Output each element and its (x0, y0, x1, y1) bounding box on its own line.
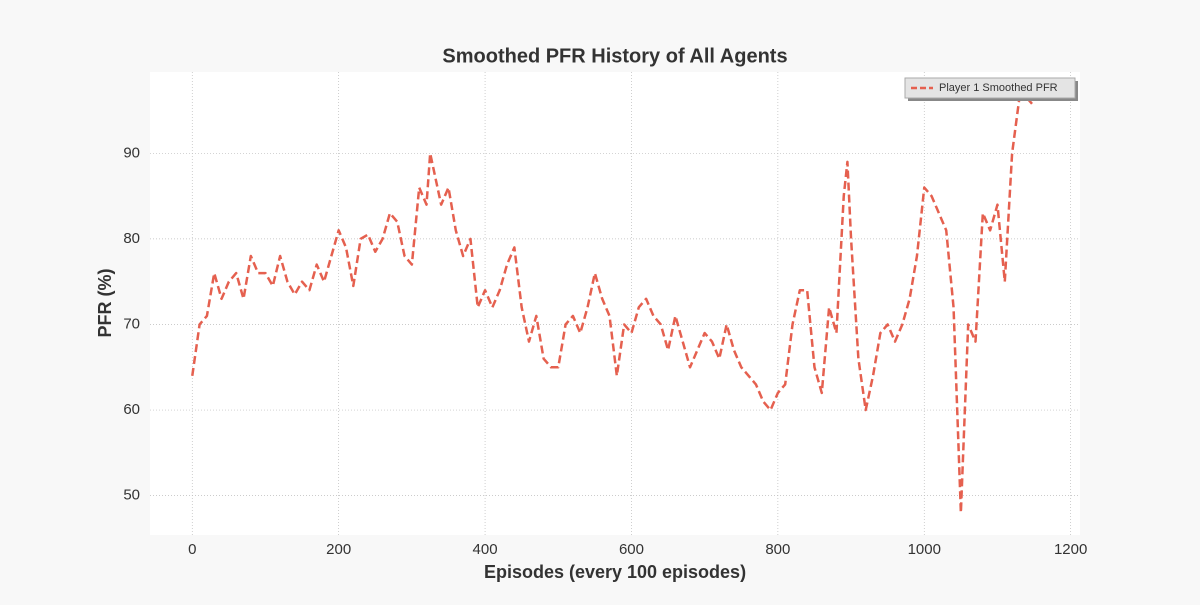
data-line (191, 96, 1036, 514)
x-tick-label: 400 (473, 541, 498, 558)
y-tick-label: 90 (123, 144, 140, 161)
y-tick-label: 70 (123, 315, 140, 332)
y-tick-label: 50 (123, 487, 140, 504)
x-tick-label: 1200 (1054, 541, 1087, 558)
x-tick-label: 800 (765, 541, 790, 558)
x-tick-label: 200 (326, 541, 351, 558)
legend-box (904, 77, 1076, 99)
x-tick-label: 0 (188, 541, 196, 558)
y-tick-label: 80 (123, 230, 140, 247)
y-axis-label: PFR (%) (95, 269, 115, 338)
x-tick-label: 1000 (908, 541, 941, 558)
legend-label: Player 1 Smoothed PFR (939, 82, 1058, 94)
x-axis-label: Episodes (every 100 episodes) (484, 562, 746, 582)
chart-title: Smoothed PFR History of All Agents (442, 45, 787, 67)
y-tick-label: 60 (123, 401, 140, 418)
x-tick-label: 600 (619, 541, 644, 558)
plot-area (150, 72, 1080, 535)
